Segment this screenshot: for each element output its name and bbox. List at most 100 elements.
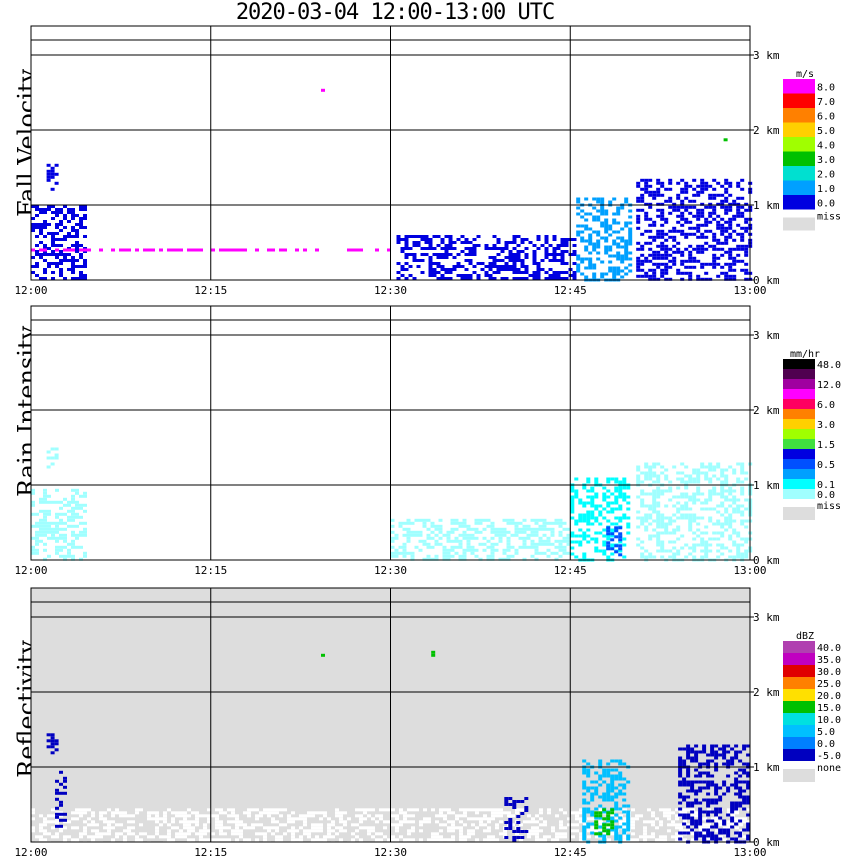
x-tick-label: 13:00 [733, 284, 766, 297]
echo-cell [698, 786, 703, 790]
echo-cell [656, 193, 661, 197]
echo-cell [640, 262, 645, 266]
echo-cell [47, 253, 51, 256]
echo-cell [702, 837, 707, 841]
echo-cell [591, 826, 595, 830]
echo-cell [570, 501, 575, 505]
echo-cell [420, 238, 425, 241]
echo-cell [707, 823, 711, 827]
echo-cell [406, 530, 411, 534]
echo-cell [506, 557, 511, 561]
echo-cell [283, 823, 287, 827]
echo-cell [291, 811, 295, 815]
echo-cell [712, 537, 717, 541]
echo-cell [743, 835, 747, 839]
echo-cell [704, 229, 709, 233]
echo-cell [539, 838, 543, 842]
echo-cell [724, 274, 729, 278]
echo-cell [702, 747, 707, 751]
echo-cell [708, 214, 713, 218]
echo-cell [508, 250, 513, 253]
echo-cell [464, 259, 469, 262]
echo-cell [679, 811, 683, 815]
echo-cell [187, 814, 191, 818]
echo-cell [55, 812, 59, 816]
echo-cell [474, 518, 479, 522]
echo-cell [291, 829, 295, 833]
echo-cell [671, 811, 675, 815]
echo-cell [602, 792, 607, 796]
echo-cell [451, 838, 455, 842]
echo-cell [592, 206, 597, 210]
echo-cell [390, 551, 395, 555]
echo-cell [692, 555, 697, 559]
echo-cell [696, 480, 701, 484]
echo-cell [63, 527, 67, 531]
echo-cell [614, 544, 619, 548]
echo-cell [480, 268, 485, 271]
echo-cell [602, 486, 607, 490]
echo-cell [83, 521, 87, 525]
echo-cell [656, 208, 661, 212]
echo-cell [435, 835, 439, 839]
echo-cell [586, 495, 591, 499]
echo-cell [464, 253, 469, 256]
echo-cell [552, 235, 557, 238]
echo-cell [79, 265, 83, 268]
echo-cell [678, 774, 683, 778]
echo-cell [732, 274, 737, 278]
echo-cell [659, 835, 663, 839]
echo-cell [323, 841, 327, 845]
echo-cell [550, 530, 555, 534]
echo-cell [440, 256, 445, 259]
echo-cell [684, 259, 689, 263]
echo-cell [524, 809, 529, 812]
echo-cell [668, 211, 673, 215]
echo-cell [535, 820, 539, 824]
echo-cell [527, 832, 531, 836]
echo-cell [672, 540, 677, 544]
echo-cell [740, 211, 745, 215]
echo-cell [616, 230, 621, 234]
echo-cell [466, 533, 471, 537]
echo-cell [39, 835, 43, 839]
echo-cell [311, 814, 315, 818]
echo-cell [475, 817, 479, 821]
legend-label: 40.0 [817, 643, 841, 654]
echo-cell [728, 217, 733, 221]
echo-cell [303, 823, 307, 827]
echo-cell [708, 196, 713, 200]
echo-cell [744, 540, 749, 544]
echo-cell [494, 548, 499, 552]
echo-cell [219, 820, 223, 824]
echo-cell [640, 480, 645, 484]
echo-cell [586, 522, 591, 526]
echo-cell [580, 209, 585, 213]
echo-cell [628, 221, 633, 225]
echo-cell [712, 232, 717, 236]
echo-cell [426, 533, 431, 537]
echo-cell [83, 208, 87, 211]
echo-cell [531, 820, 535, 824]
x-tick-label: 12:45 [554, 564, 587, 577]
echo-cell [419, 820, 423, 824]
echo-cell [696, 250, 701, 254]
echo-cell [535, 835, 539, 839]
echo-cell [452, 241, 457, 244]
echo-cell [111, 826, 115, 830]
echo-cell [428, 244, 433, 247]
echo-cell [610, 798, 615, 802]
echo-cell [680, 271, 685, 275]
echo-cell [688, 516, 693, 520]
echo-cell [394, 548, 399, 552]
echo-cell [47, 530, 51, 534]
echo-cell [648, 474, 653, 478]
echo-cell [291, 826, 295, 830]
echo-cell [707, 838, 711, 842]
echo-cell [602, 534, 607, 538]
echo-cell [738, 792, 743, 796]
echo-cell [640, 546, 645, 550]
echo-cell [664, 474, 669, 478]
echo-cell [446, 557, 451, 561]
echo-cell [470, 527, 475, 531]
